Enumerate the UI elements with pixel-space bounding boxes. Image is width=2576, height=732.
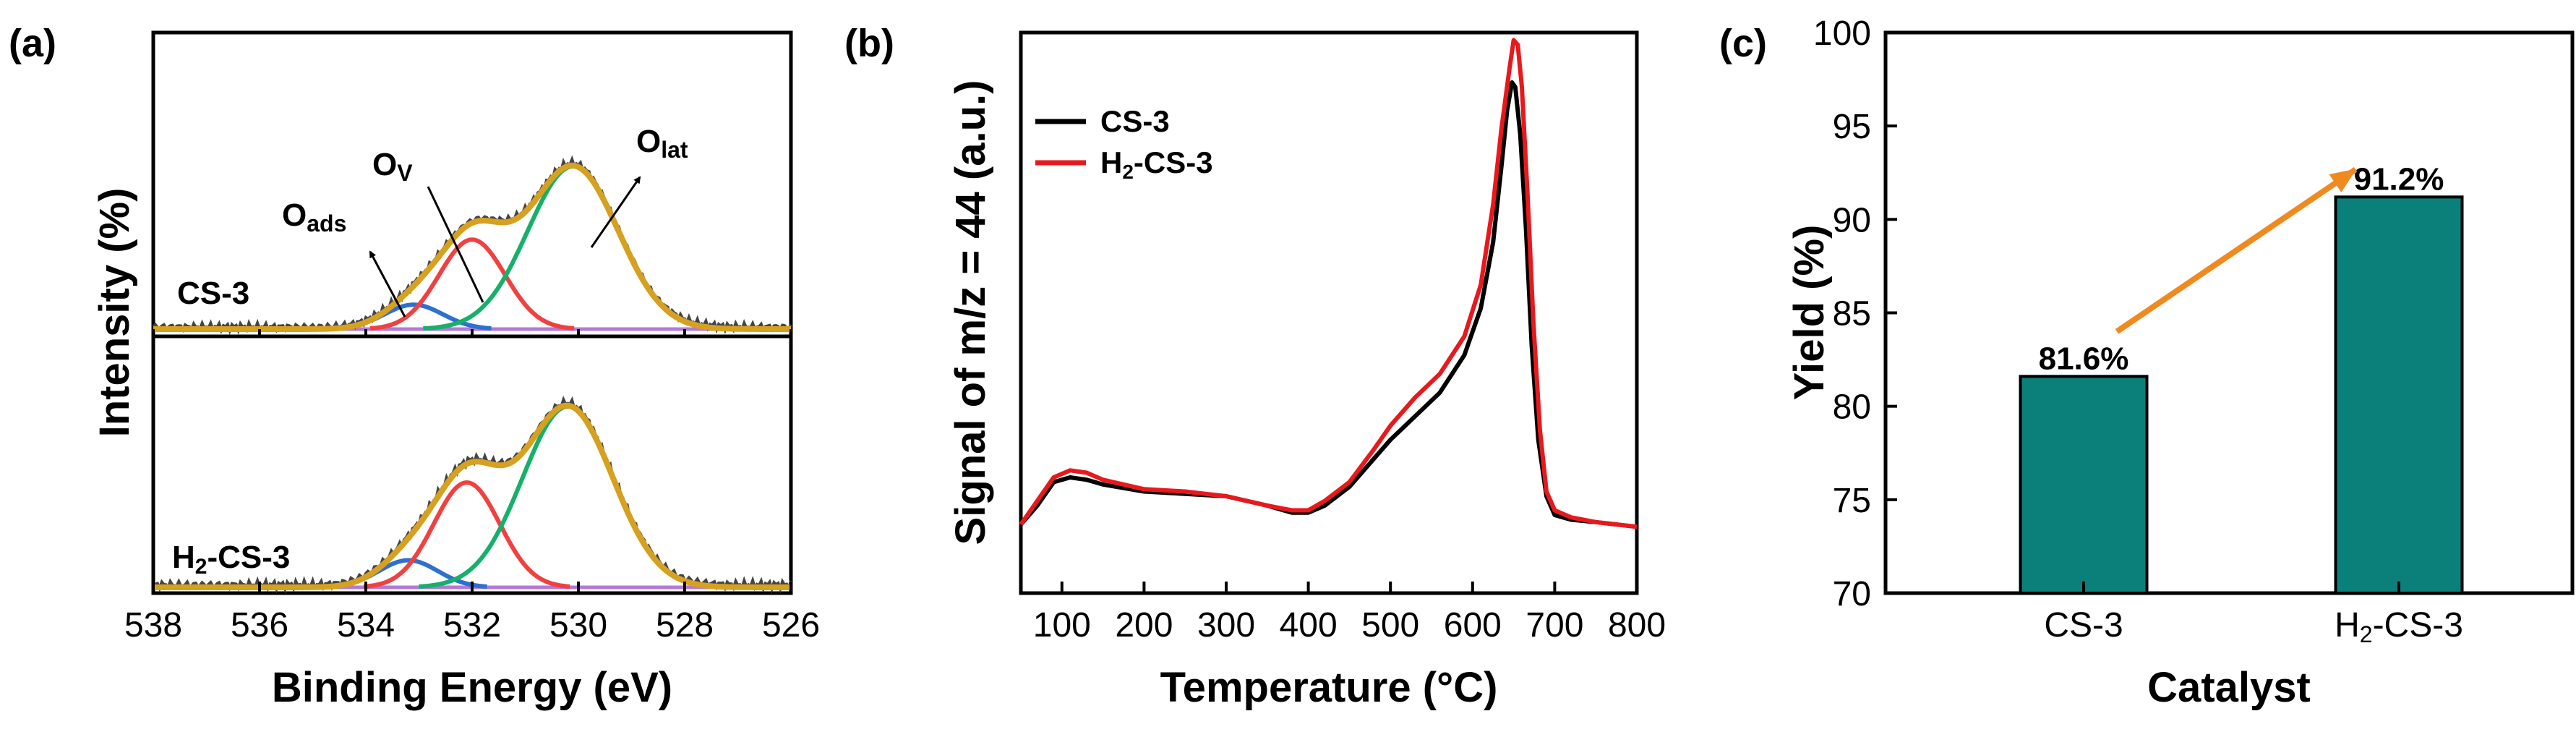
a-sample-bottom-post: -CS-3 xyxy=(207,540,290,575)
b-legend-h2-sub: 2 xyxy=(1122,161,1134,183)
c-cat-post: -CS-3 xyxy=(2373,606,2463,644)
a-peak-o-lat xyxy=(419,404,717,589)
c-increase-arrow xyxy=(2115,167,2358,334)
b-x-tick-label: 200 xyxy=(1115,606,1173,644)
b-y-axis-label: Signal of m/z = 44 (a.u.) xyxy=(947,80,994,545)
c-bar-h2cs3 xyxy=(2334,195,2464,595)
c-y-tick-label: 80 xyxy=(1833,388,1871,427)
a-x-tick-label: 534 xyxy=(337,606,395,644)
a-peak-o-lat xyxy=(423,164,724,331)
b-legend-label-h2cs3: H2-CS-3 xyxy=(1100,145,1213,183)
c-x-tick-label: CS-3 xyxy=(2044,606,2123,644)
c-y-axis-label: Yield (%) xyxy=(1786,225,1833,401)
a-x-ticks: 538 536 534 532 530 528 526 xyxy=(124,329,820,644)
c-y-tick-label: 95 xyxy=(1833,108,1871,146)
a-arrow-ov xyxy=(427,186,484,303)
a-x-tick-label: 538 xyxy=(124,606,182,644)
a-arrow-olat xyxy=(590,176,641,248)
b-legend-label-cs3: CS-3 xyxy=(1100,104,1170,138)
c-bars: 81.6% CS-3 91.2% H2-CS-3 xyxy=(2019,161,2464,647)
a-anno-oads-main: O xyxy=(282,197,307,233)
a-sample-bottom-pre: H xyxy=(172,540,195,575)
a-anno-olat: Olat xyxy=(636,124,688,163)
c-x-tick-label: H2-CS-3 xyxy=(2335,606,2463,647)
b-x-tick-label: 100 xyxy=(1033,606,1091,644)
panel-c: (c) 70 75 80 85 90 95 100 81.6% CS-3 91.2% H2-CS-… xyxy=(1719,14,2575,711)
panel-c-label: (c) xyxy=(1719,22,1767,65)
b-series xyxy=(1019,38,1638,529)
b-x-tick-label: 300 xyxy=(1197,606,1255,644)
c-cat-sub: 2 xyxy=(2360,621,2373,647)
b-x-tick-label: 700 xyxy=(1526,606,1583,644)
c-y-tick-label: 90 xyxy=(1833,201,1871,239)
c-bar-cs3 xyxy=(2019,375,2149,595)
c-y-tick-label: 85 xyxy=(1833,295,1871,333)
b-x-tick-label: 800 xyxy=(1608,606,1666,644)
a-anno-oads: Oads xyxy=(282,197,346,237)
a-x-axis-label: Binding Energy (eV) xyxy=(272,664,672,711)
c-y-ticks: 70 75 80 85 90 95 100 xyxy=(1813,14,1897,613)
c-bar-value-label: 81.6% xyxy=(2039,341,2129,376)
b-series-line-cs3 xyxy=(1019,80,1638,529)
a-anno-olat-main: O xyxy=(636,124,661,159)
a-anno-olat-sub: lat xyxy=(661,137,688,163)
a-anno-ov-main: O xyxy=(372,147,397,182)
a-sample-label-bottom: H2-CS-3 xyxy=(172,540,290,579)
c-y-tick-label: 100 xyxy=(1813,14,1871,53)
panel-a: (a) 538 536 534 532 530 528 526 Binding Energy… xyxy=(9,22,820,711)
b-frame xyxy=(1019,30,1639,595)
a-x-tick-label: 536 xyxy=(231,606,288,644)
a-peak-o-v xyxy=(369,237,575,331)
b-x-axis-label: Temperature (°C) xyxy=(1160,664,1498,711)
c-frame xyxy=(1883,30,2575,595)
panel-a-label: (a) xyxy=(9,22,56,65)
b-legend: CS-3 H2-CS-3 xyxy=(1035,104,1213,183)
b-series-line-h2cs3 xyxy=(1019,38,1638,529)
a-anno-oads-sub: ads xyxy=(307,210,346,237)
a-y-axis-label: Intensity (%) xyxy=(91,188,138,438)
a-x-tick-label: 526 xyxy=(762,606,820,644)
b-x-tick-label: 600 xyxy=(1444,606,1502,644)
c-cat-pre: H xyxy=(2335,606,2360,644)
a-sample-bottom-sub: 2 xyxy=(195,555,207,579)
a-anno-ov: OV xyxy=(372,147,413,186)
b-x-ticks: 100 200 300 400 500 600 700 800 xyxy=(1033,582,1666,644)
b-x-tick-label: 400 xyxy=(1280,606,1338,644)
b-legend-h2-pre: H xyxy=(1100,145,1122,179)
a-x-tick-label: 530 xyxy=(549,606,607,644)
a-anno-ov-sub: V xyxy=(397,160,413,186)
panel-b-label: (b) xyxy=(844,22,894,65)
b-legend-h2-post: -CS-3 xyxy=(1134,145,1213,179)
c-cat-pre: CS-3 xyxy=(2044,606,2123,644)
panel-b: (b) 100 200 300 400 500 600 700 800 Temperature… xyxy=(844,22,1666,711)
a-x-tick-label: 528 xyxy=(656,606,714,644)
c-y-tick-label: 75 xyxy=(1833,482,1871,520)
b-x-tick-label: 500 xyxy=(1361,606,1419,644)
c-x-axis-label: Catalyst xyxy=(2147,664,2311,711)
a-peak-o-v xyxy=(363,480,570,589)
c-y-tick-label: 70 xyxy=(1833,575,1871,613)
a-sample-label-top: CS-3 xyxy=(177,276,249,311)
c-bar-value-label: 91.2% xyxy=(2354,161,2444,197)
a-arrow-oads xyxy=(369,250,406,318)
a-x-tick-label: 532 xyxy=(443,606,501,644)
